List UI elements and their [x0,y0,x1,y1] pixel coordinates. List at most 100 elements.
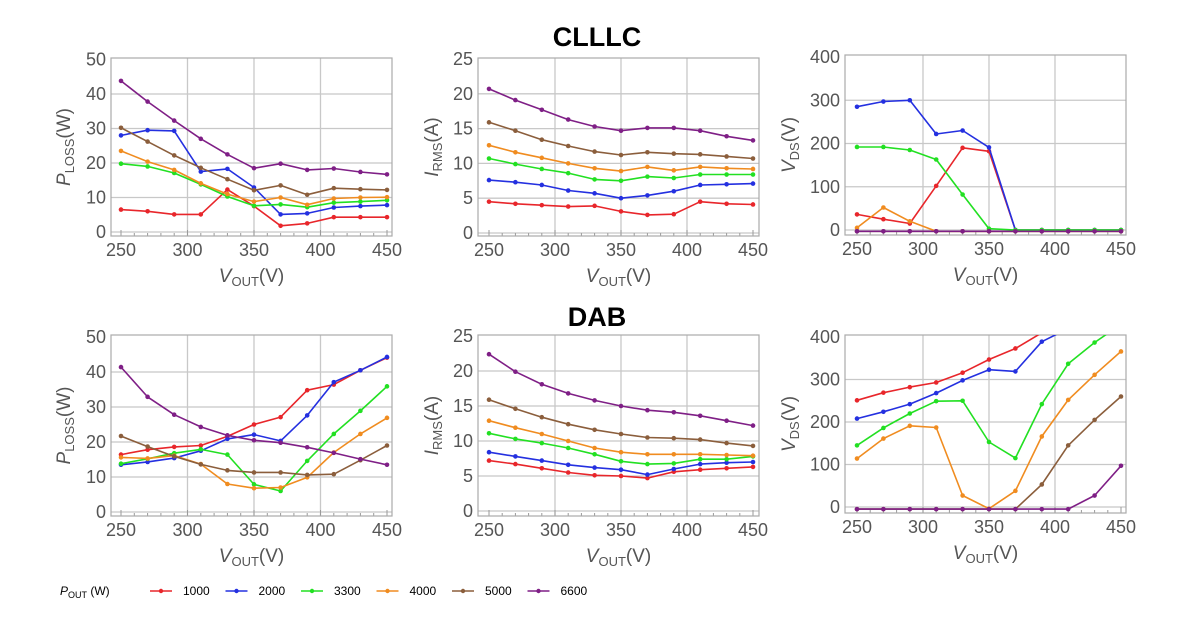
data-point-6600 [331,450,337,456]
data-point-5000 [513,406,518,412]
data-point-2000 [513,179,518,185]
data-point-4000 [671,168,677,173]
y-tick-label: 0 [96,222,106,242]
data-point-2000 [671,466,677,472]
data-point-1000 [645,475,650,481]
data-point-2000 [907,97,913,103]
data-point-1000 [724,201,729,207]
data-point-3300 [960,192,965,197]
y-axis-label-part: LOSS [62,138,77,173]
data-point-6600 [1118,228,1124,234]
data-point-6600 [592,124,597,129]
data-point-1000 [1041,335,1043,336]
data-point-4000 [304,202,310,208]
data-point-1000 [618,473,624,479]
data-point-6600 [251,165,257,171]
x-axis-label-part: (V) [259,266,284,287]
data-point-2000 [645,193,650,198]
data-point-5000 [486,120,492,125]
data-point-6600 [198,136,204,142]
data-point-6600 [1013,506,1018,512]
data-point-3300 [618,459,624,464]
data-point-5000 [171,454,177,459]
data-point-4000 [358,431,363,437]
data-point-2000 [618,467,624,473]
data-point-4000 [854,456,860,461]
data-point-6600 [486,86,492,92]
data-point-2000 [1119,301,1124,306]
data-point-4000 [881,205,886,210]
data-point-4000 [278,485,283,490]
y-tick-label: 30 [86,119,106,139]
data-point-1000 [358,214,363,220]
data-point-5000 [198,462,204,467]
x-tick-label: 250 [474,240,504,260]
data-point-6600 [539,382,545,387]
legend-label: 2000 [259,584,286,598]
data-point-4000 [697,164,703,170]
data-point-1000 [304,221,310,226]
data-point-3300 [539,440,545,446]
x-tick-label: 350 [606,240,636,260]
data-point-6600 [1092,228,1097,234]
y-axis-label-part: (W) [54,108,75,139]
x-tick-label: 300 [908,517,938,537]
y-axis-label-part: V [779,437,800,452]
data-point-5000 [1065,443,1071,448]
x-tick-label: 300 [172,520,202,540]
data-point-1000 [960,370,965,376]
data-point-5000 [251,470,257,475]
data-point-1000 [854,398,860,403]
data-point-3300 [724,172,729,177]
data-point-5000 [225,468,230,473]
data-point-5000 [118,125,124,131]
data-point-1000 [486,458,492,463]
data-point-4000 [618,449,624,455]
data-point-2000 [750,181,756,186]
data-point-6600 [1013,228,1018,234]
data-point-4000 [565,161,571,166]
legend-label: 1000 [183,584,210,598]
data-point-1000 [278,223,283,229]
data-point-5000 [565,421,571,427]
data-point-4000 [671,452,677,457]
y-tick-label: 300 [810,90,840,110]
series-group [118,78,390,229]
data-point-4000 [251,199,257,204]
data-point-3300 [907,411,913,416]
data-point-3300 [565,445,571,451]
data-point-5000 [697,152,703,157]
legend-item-1000: 1000 [150,584,210,598]
data-point-1000 [645,212,650,218]
data-point-1000 [171,444,177,450]
data-point-5000 [645,149,650,155]
x-axis-label: VOUT(V) [586,266,651,289]
data-point-4000 [225,191,230,197]
data-point-3300 [251,203,257,209]
data-point-5000 [251,187,257,193]
data-point-2000 [565,188,571,193]
data-point-5000 [565,143,571,149]
y-axis-label-part: (A) [422,396,443,421]
data-point-3300 [960,398,965,404]
y-axis-label-part: V [779,158,800,173]
data-point-5000 [145,139,150,144]
x-tick-label: 450 [738,240,768,260]
data-point-3300 [513,436,518,442]
data-point-3300 [513,161,518,167]
data-point-5000 [331,185,337,191]
y-tick-label: 50 [86,327,106,347]
legend-title-unit: (W) [87,584,110,598]
x-axis-label-part: V [953,265,968,286]
y-tick-label: 0 [463,223,473,243]
data-point-1000 [750,464,756,470]
data-point-3300 [304,458,310,464]
data-point-5000 [671,151,677,156]
data-point-3300 [358,199,363,204]
data-point-6600 [384,172,390,177]
panel-clllc-rms: 250 300 350 400 450 0 5 10 15 20 25 VOUT(V) IRMS(A) [422,49,768,289]
x-axis-label-part: (V) [993,543,1018,564]
data-point-6600 [854,506,860,512]
data-point-3300 [750,172,756,177]
